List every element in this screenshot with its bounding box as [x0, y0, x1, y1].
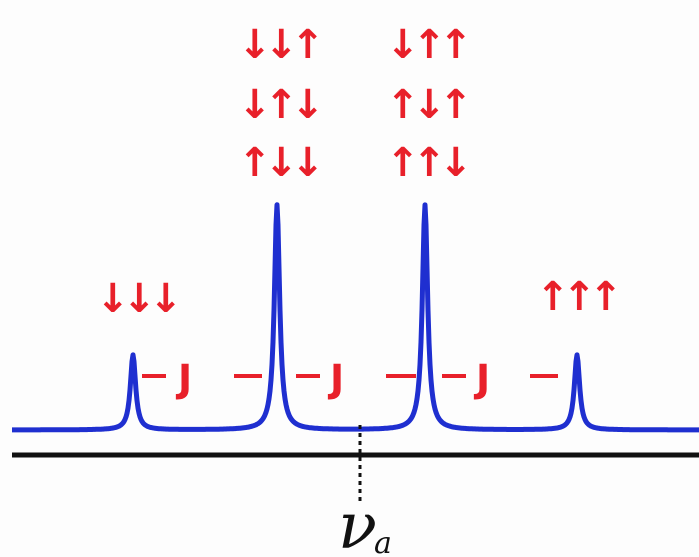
center-frequency-label: ν a — [338, 490, 392, 557]
spin-state-label: ↑↓↑ — [386, 82, 466, 128]
spin-state-label: ↑↑↓ — [386, 140, 466, 186]
coupling-gap-3: J — [442, 357, 558, 401]
spin-state-label: ↑↑↑ — [536, 274, 616, 320]
peak-2-spin-states: ↓↓↑ ↓↑↓ ↑↓↓ — [238, 22, 325, 186]
spin-state-label: ↓↓↑ — [238, 22, 318, 68]
peak-4-spin-states: ↑↑↑ — [536, 274, 623, 320]
spin-state-label: ↓↑↓ — [238, 82, 318, 128]
center-subscript: a — [374, 526, 392, 557]
coupling-label: J — [473, 357, 490, 401]
peak-1-spin-states: ↓↓↓ — [96, 276, 183, 322]
coupling-label: J — [175, 357, 192, 401]
spin-state-label: ↓↓↓ — [96, 276, 176, 322]
spin-state-label: ↓↑↑ — [386, 22, 466, 68]
coupling-gap-2: J — [296, 357, 416, 401]
peak-3-spin-states: ↓↑↑ ↑↓↑ ↑↑↓ — [386, 22, 473, 186]
spectrum-trace — [10, 202, 699, 433]
spin-state-label: ↑↓↓ — [238, 140, 318, 186]
center-symbol: ν — [338, 490, 377, 557]
coupling-gap-1: J — [142, 357, 262, 401]
coupling-label: J — [327, 357, 344, 401]
